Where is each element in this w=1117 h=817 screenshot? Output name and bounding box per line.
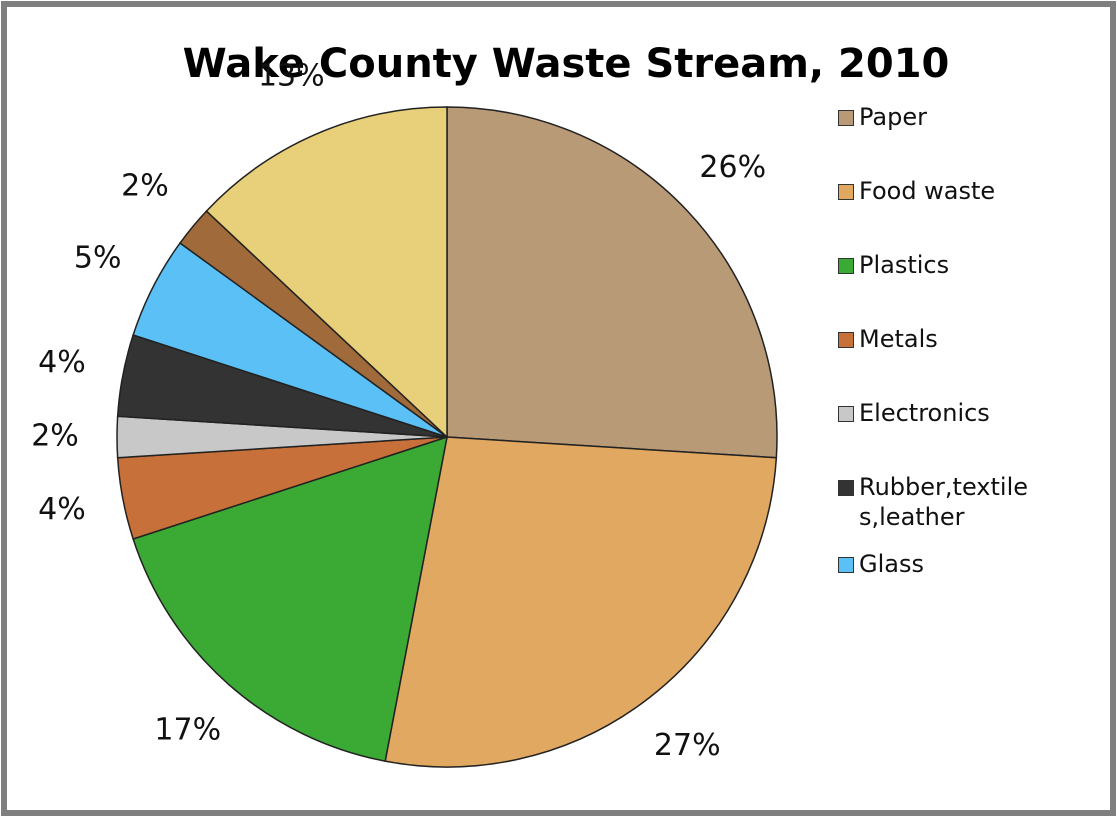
- legend-swatch: [838, 406, 854, 422]
- legend-label: Paper: [859, 103, 927, 131]
- legend-entry: Paper: [838, 102, 1043, 132]
- legend-label: Food waste: [859, 177, 996, 205]
- legend-swatch: [838, 110, 854, 126]
- pie-slice: [384, 436, 778, 768]
- data-label: 2%: [31, 419, 79, 454]
- data-label: 26%: [699, 150, 766, 185]
- legend-label: Rubber,textiles,leather: [859, 473, 1029, 531]
- legend-swatch: [838, 258, 854, 274]
- data-label: 4%: [38, 345, 86, 380]
- chart-title: Wake County Waste Stream, 2010: [183, 41, 950, 87]
- legend-entry: Rubber,textiles,leather: [838, 472, 1043, 532]
- data-label: 2%: [121, 169, 169, 204]
- legend-label: Electronics: [859, 399, 990, 427]
- legend-entry: Plastics: [838, 250, 1043, 280]
- legend-label: Metals: [859, 325, 938, 353]
- pie-slice: [446, 106, 778, 459]
- legend-swatch: [838, 332, 854, 348]
- data-label: 27%: [654, 728, 721, 763]
- legend-swatch: [838, 480, 854, 496]
- data-label: 5%: [74, 241, 122, 276]
- legend-swatch: [838, 184, 854, 200]
- legend: Paper Food waste Plastics Metals Electronics…: [838, 102, 1043, 623]
- legend-entry: Glass: [838, 549, 1043, 579]
- legend-label: Plastics: [859, 251, 950, 279]
- data-label: 4%: [38, 492, 86, 527]
- legend-label: Glass: [859, 550, 924, 578]
- legend-entry: Electronics: [838, 398, 1043, 428]
- pie-slice: [205, 106, 448, 439]
- legend-entry: Food waste: [838, 176, 1043, 206]
- data-label: 13%: [258, 59, 325, 94]
- legend-swatch: [838, 557, 854, 573]
- data-label: 17%: [154, 713, 221, 748]
- pie-slice: [132, 435, 448, 763]
- legend-entry: Metals: [838, 324, 1043, 354]
